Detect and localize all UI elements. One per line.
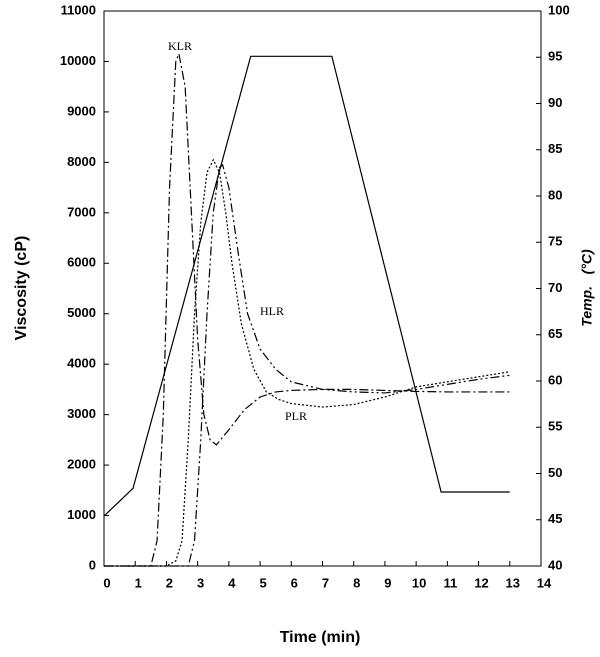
x-tick-label: 10 bbox=[412, 575, 426, 590]
y-tick-label: 10000 bbox=[60, 53, 96, 68]
x-tick-label: 4 bbox=[228, 575, 236, 590]
y2-tick-label: 45 bbox=[548, 511, 562, 526]
y2-axis-title: Temp. (°C) bbox=[579, 249, 595, 327]
x-tick-label: 7 bbox=[322, 575, 329, 590]
y-tick-label: 7000 bbox=[67, 204, 96, 219]
y2-tick-label: 60 bbox=[548, 372, 562, 387]
series-label: PLR bbox=[285, 409, 307, 423]
series-label: KLR bbox=[168, 39, 192, 53]
x-tick-label: 2 bbox=[166, 575, 173, 590]
x-tick-label: 1 bbox=[135, 575, 142, 590]
series-line bbox=[104, 51, 510, 567]
plot-frame bbox=[103, 10, 542, 567]
series-line bbox=[103, 55, 510, 517]
x-tick-label: 3 bbox=[197, 575, 204, 590]
y-tick-label: 4000 bbox=[67, 356, 96, 371]
x-tick-label: 0 bbox=[103, 575, 110, 590]
y2-tick-label: 55 bbox=[548, 419, 562, 434]
series-label: HLR bbox=[260, 304, 284, 318]
y2-tick-label: 80 bbox=[548, 187, 562, 202]
y2-tick-label: 40 bbox=[548, 557, 562, 572]
y-tick-label: 8000 bbox=[67, 154, 96, 169]
y-tick-label: 5000 bbox=[67, 305, 96, 320]
x-tick-label: 11 bbox=[443, 575, 457, 590]
series-line bbox=[104, 163, 510, 567]
y2-tick-label: 90 bbox=[548, 95, 562, 110]
x-tick-label: 8 bbox=[353, 575, 360, 590]
y2-tick-label: 85 bbox=[548, 141, 562, 156]
x-tick-label: 14 bbox=[537, 575, 552, 590]
y2-tick-label: 50 bbox=[548, 465, 562, 480]
y2-tick-label: 100 bbox=[548, 2, 570, 17]
y-tick-label: 2000 bbox=[67, 457, 96, 472]
y-tick-label: 6000 bbox=[67, 255, 96, 270]
x-tick-label: 6 bbox=[291, 575, 298, 590]
y-axis-title: Viscosity (cP) bbox=[13, 236, 30, 341]
series-line bbox=[104, 158, 510, 567]
x-tick-label: 12 bbox=[474, 575, 488, 590]
y-tick-label: 3000 bbox=[67, 406, 96, 421]
y-tick-label: 9000 bbox=[67, 103, 96, 118]
y2-tick-label: 65 bbox=[548, 326, 562, 341]
y-tick-label: 11000 bbox=[61, 2, 96, 17]
x-tick-label: 9 bbox=[384, 575, 391, 590]
y2-tick-label: 70 bbox=[548, 280, 562, 295]
x-tick-label: 13 bbox=[506, 575, 520, 590]
y-tick-label: 0 bbox=[89, 557, 96, 572]
y-tick-label: 1000 bbox=[67, 507, 96, 522]
y2-tick-label: 75 bbox=[548, 234, 562, 249]
x-tick-label: 5 bbox=[259, 575, 266, 590]
y2-tick-label: 95 bbox=[548, 49, 562, 64]
x-axis-title: Time (min) bbox=[280, 629, 361, 646]
